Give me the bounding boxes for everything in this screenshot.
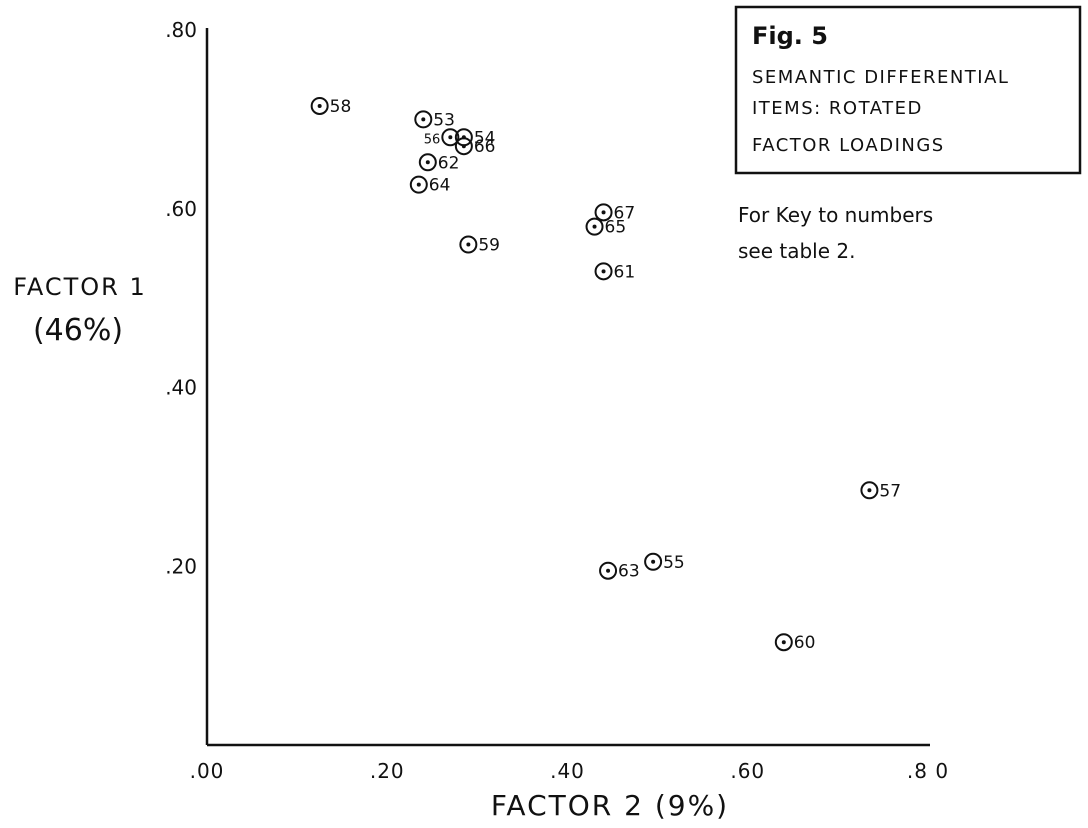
y-axis-label-line2: (46%) — [33, 313, 123, 348]
data-point-label: 57 — [879, 481, 901, 501]
data-point: 64 — [409, 175, 451, 196]
data-point-marker — [599, 561, 618, 580]
data-point-center — [317, 103, 322, 108]
data-point-center — [606, 568, 611, 573]
x-tick-label: .40 — [550, 759, 585, 783]
data-point-marker — [454, 137, 473, 156]
y-axis-label-line1: FACTOR 1 — [13, 273, 146, 301]
data-point-marker — [310, 96, 329, 115]
data-point: 56 — [424, 128, 460, 147]
data-point-center — [867, 488, 872, 493]
figure-title: Fig. 5 — [752, 22, 828, 50]
data-point-marker — [774, 633, 793, 652]
data-point-label: 62 — [438, 153, 460, 173]
x-tick-label: .60 — [730, 759, 765, 783]
data-point: 65 — [585, 217, 627, 238]
data-point-center — [601, 269, 606, 274]
figure-subtitle-line2: ITEMS: ROTATED — [752, 98, 923, 119]
note-line2: see table 2. — [738, 239, 855, 263]
data-point-marker — [418, 153, 437, 172]
data-point: 62 — [418, 153, 460, 173]
data-point: 53 — [414, 110, 455, 130]
data-point-marker — [409, 175, 428, 194]
data-point-marker — [644, 552, 663, 571]
data-point-center — [448, 135, 453, 140]
data-point-center — [601, 210, 606, 215]
data-point-label: 60 — [794, 633, 816, 653]
data-point: 66 — [454, 137, 496, 157]
data-point-marker — [585, 217, 604, 236]
data-point-marker — [459, 235, 478, 254]
data-point-label: 54 — [474, 128, 496, 148]
data-point-center — [466, 242, 471, 247]
figure-subtitle-line1: SEMANTIC DIFFERENTIAL — [752, 67, 1009, 88]
x-tick-label: .00 — [190, 759, 225, 783]
data-point: 57 — [860, 481, 901, 501]
data-point-label: 53 — [433, 110, 455, 130]
data-point-label: 65 — [605, 218, 627, 238]
data-point-marker — [860, 481, 879, 500]
data-point-center — [416, 182, 421, 187]
y-tick-label: .80 — [165, 18, 197, 42]
data-point-label: 58 — [330, 97, 352, 117]
data-point: 61 — [594, 262, 636, 282]
x-tick-label: .20 — [370, 759, 405, 783]
data-point-label: 64 — [429, 176, 451, 196]
data-point-center — [425, 160, 430, 165]
y-tick-label: .60 — [165, 197, 197, 221]
data-point-center — [781, 640, 786, 645]
data-point: 60 — [774, 633, 816, 653]
data-point-center — [651, 559, 656, 564]
data-point: 63 — [599, 561, 640, 582]
y-tick-label: .40 — [165, 376, 197, 400]
x-tick-label: .8 0 — [907, 759, 949, 783]
data-point-marker — [594, 262, 613, 281]
y-tick-label: .20 — [165, 554, 197, 578]
data-point-marker — [414, 110, 433, 129]
data-point-center — [421, 117, 426, 122]
data-point: 55 — [644, 552, 685, 573]
data-point: 58 — [310, 96, 352, 117]
axis-ticks: .00 .20 .40 .60 .8 0 .20 .40 .60 .80 — [165, 18, 949, 783]
title-box — [734, 5, 1082, 175]
data-point: 67 — [594, 203, 636, 223]
x-axis-label: FACTOR 2 (9%) — [491, 789, 729, 822]
note-line1: For Key to numbers — [738, 203, 933, 227]
data-point-label: 66 — [474, 137, 496, 157]
data-point-marker — [594, 203, 613, 222]
data-point-label: 63 — [618, 562, 640, 582]
data-point-label: 59 — [478, 236, 500, 256]
data-point-label: 55 — [663, 553, 685, 573]
data-point-marker — [441, 128, 460, 147]
data-point-label: 61 — [614, 262, 636, 282]
figure-subtitle-line3: FACTOR LOADINGS — [752, 135, 945, 156]
data-point-center — [461, 144, 466, 149]
data-point-label: 56 — [424, 132, 441, 147]
data-point: 59 — [459, 235, 500, 256]
data-point-center — [592, 224, 597, 229]
data-point-label: 67 — [614, 203, 636, 223]
